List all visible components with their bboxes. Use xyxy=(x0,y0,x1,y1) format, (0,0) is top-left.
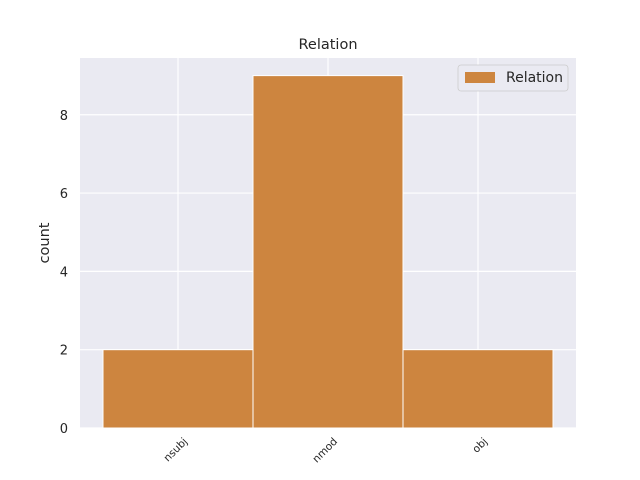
y-tick-label-1: 2 xyxy=(60,344,68,359)
bar-nmod xyxy=(252,75,404,429)
legend-swatch xyxy=(465,72,495,83)
bars xyxy=(102,75,554,429)
x-ticks: nsubj nmod obj xyxy=(162,436,491,466)
y-tick-label-2: 4 xyxy=(60,265,68,280)
y-tick-label-4: 8 xyxy=(60,109,68,124)
legend-label: Relation xyxy=(506,70,563,86)
legend-box xyxy=(457,64,569,92)
y-tick-label-0: 0 xyxy=(60,422,68,437)
legend: Relation xyxy=(457,64,569,92)
y-axis-label: count xyxy=(37,222,53,263)
y-tick-label-3: 6 xyxy=(60,187,68,202)
bar-obj xyxy=(402,349,554,429)
y-ticks: 0 2 4 6 8 xyxy=(60,109,68,437)
x-tick-label-nsubj: nsubj xyxy=(162,436,191,465)
chart-title: Relation xyxy=(298,37,357,53)
x-tick-label-nmod: nmod xyxy=(310,436,340,466)
x-tick-label-obj: obj xyxy=(470,436,490,456)
bar-nsubj xyxy=(102,349,254,429)
